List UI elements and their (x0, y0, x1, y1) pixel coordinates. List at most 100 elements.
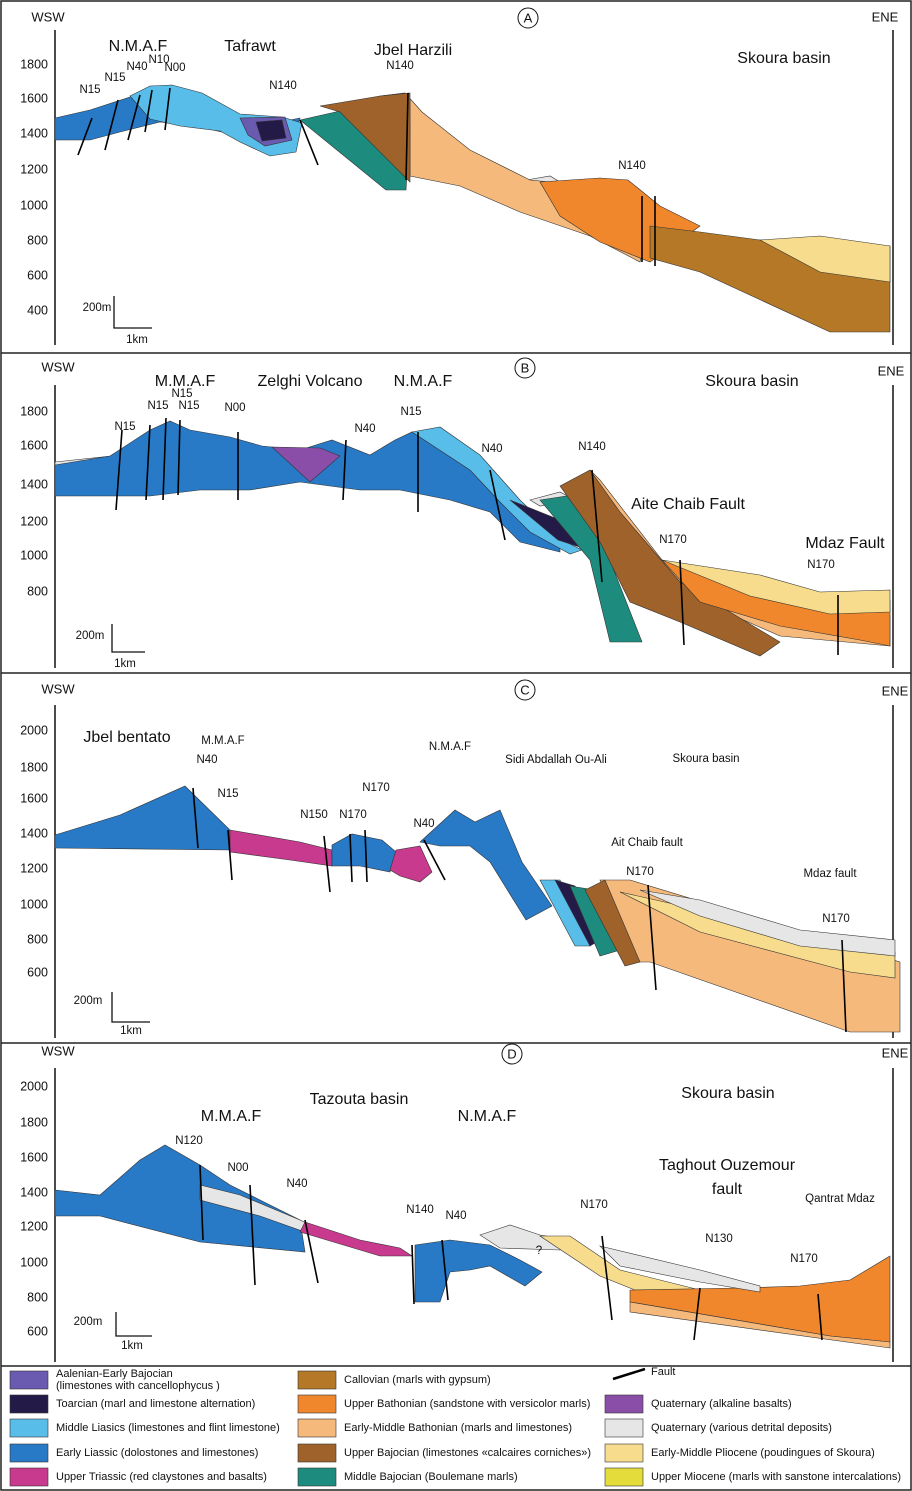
annotation: N40 (196, 754, 217, 766)
legend-swatch (298, 1419, 336, 1437)
annotation: N00 (224, 402, 245, 414)
annotation: Taghout Ouzemour (659, 1157, 796, 1174)
annotation: N140 (386, 60, 414, 72)
annotation: N130 (705, 1233, 733, 1245)
elevation-label: 600 (27, 1324, 48, 1338)
annotation: Zelghi Volcano (258, 373, 363, 390)
annotation: N170 (339, 809, 367, 821)
legend-swatch (605, 1444, 643, 1462)
elevation-label: 1800 (20, 404, 48, 418)
panel-label: C (520, 682, 529, 697)
elevation-label: 1800 (20, 760, 48, 774)
elevation-label: 2000 (20, 1079, 48, 1093)
legend-swatch (10, 1371, 48, 1389)
direction-label: WSW (41, 359, 75, 374)
annotation: N140 (618, 160, 646, 172)
elevation-label: 1600 (20, 791, 48, 805)
legend-label: Aalenian-Early Bajocian (56, 1368, 173, 1380)
annotation: N15 (171, 388, 192, 400)
annotation: N15 (104, 72, 125, 84)
legend-swatch (298, 1444, 336, 1462)
scale-horizontal: 1km (114, 658, 136, 670)
elevation-label: 1200 (20, 1219, 48, 1233)
annotation: fault (712, 1181, 743, 1198)
legend-label: Upper Triassic (red claystones and basal… (56, 1471, 267, 1483)
legend-swatch (298, 1395, 336, 1413)
legend-label: Quaternary (various detrital deposits) (651, 1422, 832, 1434)
legend-label: Upper Miocene (marls with sanstone inter… (651, 1471, 901, 1483)
elevation-label: 400 (27, 303, 48, 317)
legend-swatch (10, 1444, 48, 1462)
legend-label: Upper Bajocian (limestones «calcaires co… (344, 1447, 591, 1459)
direction-label: WSW (41, 1043, 75, 1058)
elevation-label: 800 (27, 233, 48, 247)
elevation-label: 1000 (20, 198, 48, 212)
annotation: N15 (79, 84, 100, 96)
annotation: Skoura basin (705, 373, 798, 390)
elevation-label: 1600 (20, 1150, 48, 1164)
elevation-label: 2000 (20, 723, 48, 737)
legend-detail: (limestones with cancellophycus ) (56, 1380, 220, 1392)
panel-label: B (521, 360, 530, 375)
legend-swatch (605, 1395, 643, 1413)
elevation-label: 1400 (20, 826, 48, 840)
elevation-label: 1200 (20, 162, 48, 176)
annotation: Skoura basin (672, 753, 739, 765)
elevation-label: 1000 (20, 897, 48, 911)
legend-swatch (605, 1468, 643, 1486)
annotation: N40 (286, 1178, 307, 1190)
annotation: N170 (807, 559, 835, 571)
scale-vertical: 200m (83, 302, 112, 314)
annotation: Jbel bentato (83, 729, 170, 746)
scale-horizontal: 1km (120, 1025, 142, 1037)
legend-label: Callovian (marls with gypsum) (344, 1374, 491, 1386)
annotation: N.M.A.F (394, 373, 453, 390)
scale-horizontal: 1km (126, 334, 148, 346)
annotation: N.M.A.F (429, 741, 471, 753)
annotation: Qantrat Mdaz (805, 1193, 875, 1205)
elevation-label: 1000 (20, 1255, 48, 1269)
annotation: M.M.A.F (201, 1108, 262, 1125)
annotation: Mdaz fault (803, 868, 857, 880)
elevation-label: 1000 (20, 548, 48, 562)
annotation: N140 (269, 80, 297, 92)
annotation: Skoura basin (737, 50, 830, 67)
panel-label: A (524, 10, 533, 25)
annotation: Sidi Abdallah Ou-Ali (505, 754, 607, 766)
legend-label: Fault (651, 1366, 675, 1378)
direction-label: ENE (882, 683, 909, 698)
annotation: ? (536, 1245, 542, 1257)
annotation: N170 (580, 1199, 608, 1211)
legend-swatch (298, 1468, 336, 1486)
elevation-label: 1400 (20, 126, 48, 140)
annotation: N00 (164, 62, 185, 74)
annotation: N40 (445, 1210, 466, 1222)
scale-vertical: 200m (74, 1316, 103, 1328)
elevation-label: 800 (27, 584, 48, 598)
annotation: N140 (406, 1204, 434, 1216)
legend-label: Upper Bathonian (sandstone with versicol… (344, 1398, 590, 1410)
elevation-label: 1400 (20, 477, 48, 491)
elevation-label: 1400 (20, 1185, 48, 1199)
annotation: N00 (227, 1162, 248, 1174)
elevation-label: 1600 (20, 438, 48, 452)
legend-swatch (10, 1419, 48, 1437)
annotation: N15 (114, 421, 135, 433)
annotation: N40 (481, 443, 502, 455)
annotation: N.M.A.F (458, 1108, 517, 1125)
legend-label: Middle Liasics (limestones and flint lim… (56, 1422, 280, 1434)
annotation: N40 (354, 423, 375, 435)
annotation: N150 (300, 809, 328, 821)
elevation-label: 600 (27, 965, 48, 979)
elevation-label: 800 (27, 1290, 48, 1304)
annotation: Tafrawt (224, 38, 276, 55)
legend-label: Middle Bajocian (Boulemane marls) (344, 1471, 518, 1483)
legend-swatch (605, 1419, 643, 1437)
scale-horizontal: 1km (121, 1340, 143, 1352)
annotation: N140 (578, 441, 606, 453)
elevation-label: 800 (27, 932, 48, 946)
annotation: N15 (147, 400, 168, 412)
annotation: N40 (413, 818, 434, 830)
elevation-label: 600 (27, 268, 48, 282)
direction-label: ENE (878, 363, 905, 378)
